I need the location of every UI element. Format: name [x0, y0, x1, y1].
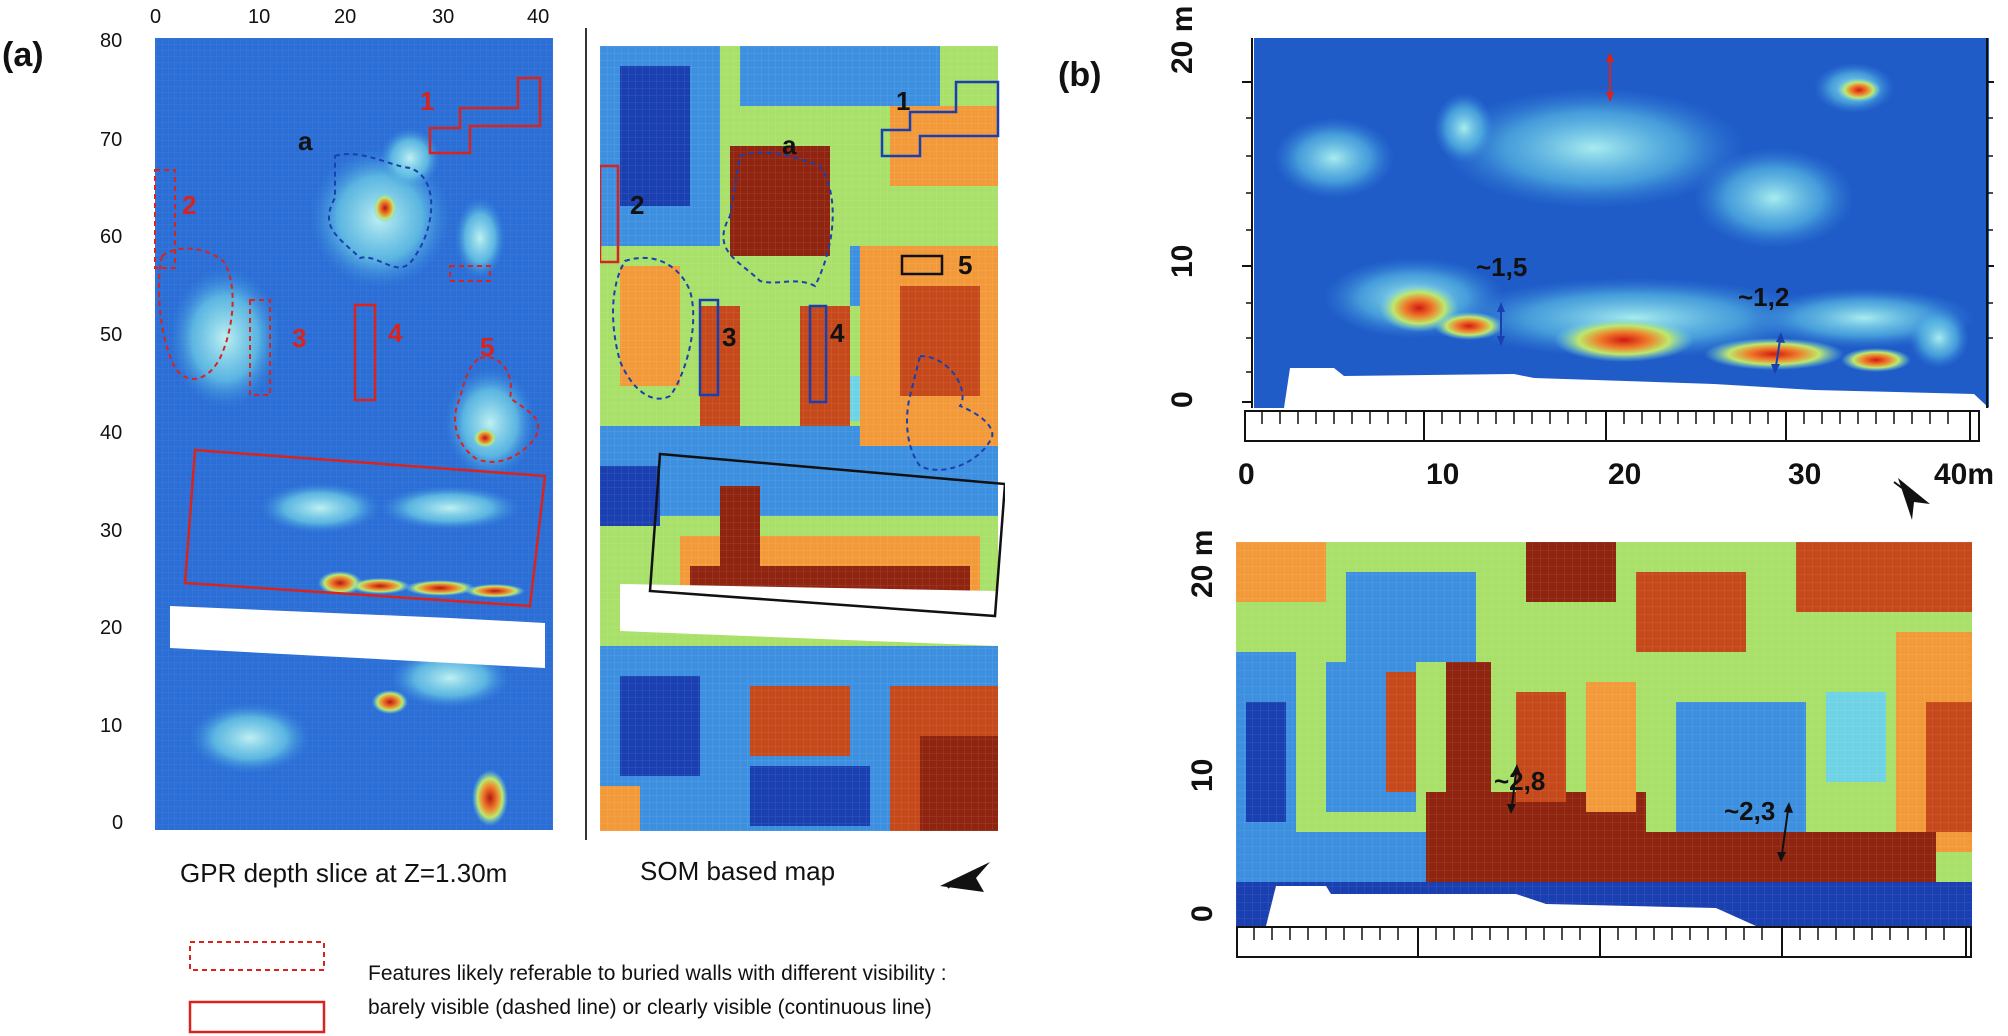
top-map-annotation-1-2: ~1,2 [1738, 282, 1790, 312]
bottom-map-annotation-2-8: ~2,8 [1494, 766, 1546, 796]
top-gpr-map [1242, 38, 1994, 408]
bottom-map-annotation-2-3: ~2,3 [1724, 796, 1776, 826]
gpr-frame-line [585, 28, 587, 840]
legend-line-2: barely visible (dashed line) or clearly … [368, 996, 932, 1019]
top-map-x-0: 0 [1238, 458, 1255, 491]
gpr-left-axis-40: 40 [100, 422, 123, 444]
gpr-label-3: 3 [292, 323, 307, 353]
gpr-top-axis-30: 30 [432, 6, 455, 28]
som-label-2: 2 [630, 190, 645, 220]
som-label-1: 1 [896, 86, 911, 116]
top-map-y-20: 20 m [1166, 5, 1199, 74]
legend-solid-symbol [188, 1000, 326, 1034]
bottom-som-map [1236, 542, 1972, 926]
gpr-top-axis-20: 20 [334, 6, 357, 28]
som-based-map [600, 46, 1005, 831]
top-map-y-10: 10 [1166, 244, 1199, 278]
gpr-label-1: 1 [420, 86, 435, 116]
top-map-annotation-1-5: ~1,5 [1476, 252, 1528, 282]
gpr-depth-slice-map [154, 38, 553, 830]
som-label-5: 5 [958, 250, 973, 280]
north-arrow-icon [1893, 478, 1930, 520]
bottom-map-y-20: 20 m [1186, 529, 1219, 598]
gpr-left-axis-70: 70 [100, 129, 123, 151]
gpr-top-axis-10: 10 [248, 6, 271, 28]
som-caption: SOM based map [640, 856, 836, 886]
top-map-scale-bar [1244, 410, 1980, 442]
legend-dashed-symbol [189, 941, 325, 971]
panel-b-letter: (b) [1058, 56, 1102, 94]
gpr-label-a: a [298, 126, 313, 156]
top-map-y-0: 0 [1166, 391, 1199, 408]
bottom-map-y-10: 10 [1186, 758, 1219, 792]
gpr-caption: GPR depth slice at Z=1.30m [180, 858, 508, 888]
gpr-left-axis-30: 30 [100, 520, 123, 542]
bottom-map-scale-bar [1236, 926, 1972, 958]
bottom-map-y-0: 0 [1186, 905, 1219, 922]
top-map-x-40m: 40m [1934, 458, 1995, 491]
som-label-3: 3 [722, 322, 737, 352]
gpr-top-axis-0: 0 [150, 6, 162, 28]
gpr-left-axis-10: 10 [100, 715, 123, 737]
top-map-x-10: 10 [1426, 458, 1460, 491]
north-arrow-icon [940, 862, 990, 892]
gpr-left-axis-20: 20 [100, 617, 123, 639]
gpr-left-axis-80: 80 [100, 30, 123, 52]
gpr-left-axis-60: 60 [100, 226, 123, 248]
gpr-left-axis-0: 0 [112, 812, 124, 834]
legend-line-1: Features likely referable to buried wall… [368, 962, 947, 985]
gpr-label-4: 4 [388, 318, 403, 348]
gpr-top-axis-40: 40 [527, 6, 550, 28]
gpr-left-axis-50: 50 [100, 324, 123, 346]
gpr-label-5: 5 [480, 332, 495, 362]
gpr-label-2: 2 [182, 190, 197, 220]
som-label-a: a [782, 130, 797, 160]
panel-a-letter: (a) [2, 36, 44, 74]
top-map-x-30: 30 [1788, 458, 1822, 491]
top-map-x-20: 20 [1608, 458, 1642, 491]
som-label-4: 4 [830, 318, 845, 348]
